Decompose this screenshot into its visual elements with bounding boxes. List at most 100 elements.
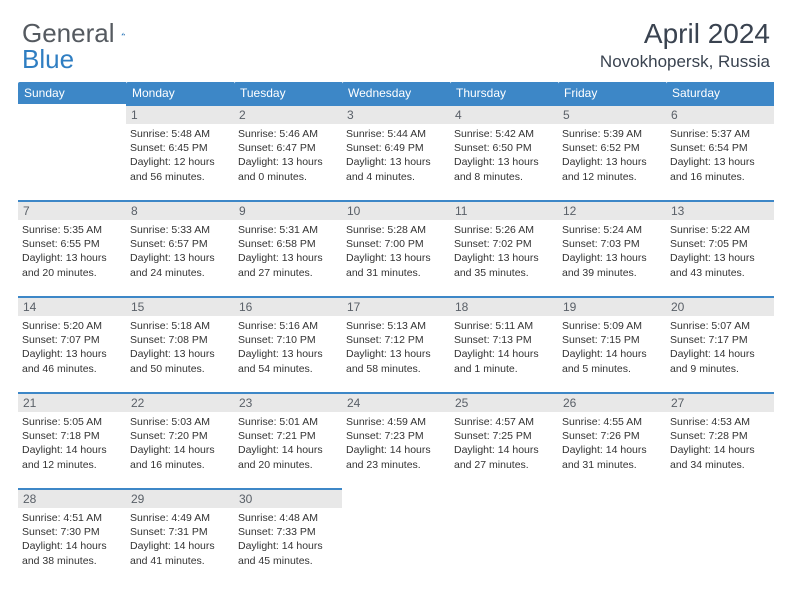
day-cell: 13Sunrise: 5:22 AMSunset: 7:05 PMDayligh… [666, 200, 774, 288]
day-wrap: 30Sunrise: 4:48 AMSunset: 7:33 PMDayligh… [234, 488, 342, 574]
day-number: 24 [342, 394, 450, 412]
day-cell: 9Sunrise: 5:31 AMSunset: 6:58 PMDaylight… [234, 200, 342, 288]
day-header: Wednesday [342, 82, 450, 104]
sunrise-text: Sunrise: 4:55 AM [562, 415, 662, 429]
day-wrap: 7Sunrise: 5:35 AMSunset: 6:55 PMDaylight… [18, 200, 126, 286]
d1-text: Daylight: 12 hours [130, 155, 230, 169]
day-number: 12 [558, 202, 666, 220]
day-number: 23 [234, 394, 342, 412]
d2-text: and 16 minutes. [130, 458, 230, 472]
sunrise-text: Sunrise: 5:05 AM [22, 415, 122, 429]
day-number: 17 [342, 298, 450, 316]
sunrise-text: Sunrise: 5:11 AM [454, 319, 554, 333]
day-number: 5 [558, 106, 666, 124]
day-wrap: 18Sunrise: 5:11 AMSunset: 7:13 PMDayligh… [450, 296, 558, 382]
day-number: 1 [126, 106, 234, 124]
d2-text: and 16 minutes. [670, 170, 770, 184]
d1-text: Daylight: 13 hours [238, 347, 338, 361]
d2-text: and 50 minutes. [130, 362, 230, 376]
day-cell: 18Sunrise: 5:11 AMSunset: 7:13 PMDayligh… [450, 296, 558, 384]
day-cell: 23Sunrise: 5:01 AMSunset: 7:21 PMDayligh… [234, 392, 342, 480]
day-number: 30 [234, 490, 342, 508]
d2-text: and 27 minutes. [238, 266, 338, 280]
d2-text: and 20 minutes. [22, 266, 122, 280]
day-cell: 6 Sunrise: 5:37 AMSunset: 6:54 PMDaylight… [666, 104, 774, 192]
d2-text: and 5 minutes. [562, 362, 662, 376]
day-cell: 26Sunrise: 4:55 AMSunset: 7:26 PMDayligh… [558, 392, 666, 480]
sunrise-text: Sunrise: 5:18 AM [130, 319, 230, 333]
location-text: Novokhopersk, Russia [600, 52, 770, 72]
sunset-text: Sunset: 7:08 PM [130, 333, 230, 347]
sunset-text: Sunset: 7:17 PM [670, 333, 770, 347]
day-cell: 8Sunrise: 5:33 AMSunset: 6:57 PMDaylight… [126, 200, 234, 288]
day-cell: 22Sunrise: 5:03 AMSunset: 7:20 PMDayligh… [126, 392, 234, 480]
week-row: 7Sunrise: 5:35 AMSunset: 6:55 PMDaylight… [18, 200, 774, 288]
d1-text: Daylight: 14 hours [454, 443, 554, 457]
day-wrap: 4Sunrise: 5:42 AMSunset: 6:50 PMDaylight… [450, 104, 558, 190]
day-number: 14 [18, 298, 126, 316]
sunset-text: Sunset: 6:45 PM [130, 141, 230, 155]
day-number: 18 [450, 298, 558, 316]
header: General April 2024 Novokhopersk, Russia [0, 0, 792, 82]
sunrise-text: Sunrise: 5:37 AM [670, 127, 770, 141]
d2-text: and 58 minutes. [346, 362, 446, 376]
sunset-text: Sunset: 7:13 PM [454, 333, 554, 347]
sunrise-text: Sunrise: 5:22 AM [670, 223, 770, 237]
d1-text: Daylight: 14 hours [670, 443, 770, 457]
day-cell [342, 488, 450, 576]
day-header: Thursday [450, 82, 558, 104]
d1-text: Daylight: 14 hours [238, 539, 338, 553]
d1-text: Daylight: 13 hours [562, 155, 662, 169]
day-wrap: 11Sunrise: 5:26 AMSunset: 7:02 PMDayligh… [450, 200, 558, 286]
d2-text: and 9 minutes. [670, 362, 770, 376]
sunset-text: Sunset: 7:31 PM [130, 525, 230, 539]
d2-text: and 27 minutes. [454, 458, 554, 472]
sunrise-text: Sunrise: 5:48 AM [130, 127, 230, 141]
day-wrap: 20Sunrise: 5:07 AMSunset: 7:17 PMDayligh… [666, 296, 774, 382]
sunrise-text: Sunrise: 5:44 AM [346, 127, 446, 141]
sunrise-text: Sunrise: 5:39 AM [562, 127, 662, 141]
day-cell [666, 488, 774, 576]
day-number: 3 [342, 106, 450, 124]
d1-text: Daylight: 13 hours [346, 155, 446, 169]
d2-text: and 34 minutes. [670, 458, 770, 472]
spacer-row [18, 192, 774, 200]
day-header-row: Sunday Monday Tuesday Wednesday Thursday… [18, 82, 774, 104]
day-header: Monday [126, 82, 234, 104]
sunset-text: Sunset: 7:00 PM [346, 237, 446, 251]
sunrise-text: Sunrise: 5:28 AM [346, 223, 446, 237]
sunrise-text: Sunrise: 5:31 AM [238, 223, 338, 237]
day-number: 21 [18, 394, 126, 412]
day-cell: 11Sunrise: 5:26 AMSunset: 7:02 PMDayligh… [450, 200, 558, 288]
day-number: 27 [666, 394, 774, 412]
sunset-text: Sunset: 6:49 PM [346, 141, 446, 155]
day-number: 15 [126, 298, 234, 316]
sunset-text: Sunset: 7:03 PM [562, 237, 662, 251]
d1-text: Daylight: 13 hours [670, 155, 770, 169]
d1-text: Daylight: 13 hours [22, 347, 122, 361]
sunset-text: Sunset: 7:07 PM [22, 333, 122, 347]
d1-text: Daylight: 13 hours [130, 251, 230, 265]
day-wrap: 24Sunrise: 4:59 AMSunset: 7:23 PMDayligh… [342, 392, 450, 478]
day-cell: 10Sunrise: 5:28 AMSunset: 7:00 PMDayligh… [342, 200, 450, 288]
d1-text: Daylight: 14 hours [130, 443, 230, 457]
day-number: 2 [234, 106, 342, 124]
d1-text: Daylight: 13 hours [454, 251, 554, 265]
d1-text: Daylight: 14 hours [22, 539, 122, 553]
day-cell: 2Sunrise: 5:46 AMSunset: 6:47 PMDaylight… [234, 104, 342, 192]
d2-text: and 12 minutes. [562, 170, 662, 184]
day-number: 6 [666, 106, 774, 124]
d2-text: and 38 minutes. [22, 554, 122, 568]
day-wrap: 22Sunrise: 5:03 AMSunset: 7:20 PMDayligh… [126, 392, 234, 478]
day-header: Friday [558, 82, 666, 104]
d2-text: and 39 minutes. [562, 266, 662, 280]
d2-text: and 20 minutes. [238, 458, 338, 472]
day-wrap: 23Sunrise: 5:01 AMSunset: 7:21 PMDayligh… [234, 392, 342, 478]
d1-text: Daylight: 13 hours [238, 251, 338, 265]
sunset-text: Sunset: 6:54 PM [670, 141, 770, 155]
day-cell: 14Sunrise: 5:20 AMSunset: 7:07 PMDayligh… [18, 296, 126, 384]
sunset-text: Sunset: 7:33 PM [238, 525, 338, 539]
sunrise-text: Sunrise: 5:33 AM [130, 223, 230, 237]
day-cell: 3 Sunrise: 5:44 AMSunset: 6:49 PMDaylight… [342, 104, 450, 192]
sunrise-text: Sunrise: 5:03 AM [130, 415, 230, 429]
